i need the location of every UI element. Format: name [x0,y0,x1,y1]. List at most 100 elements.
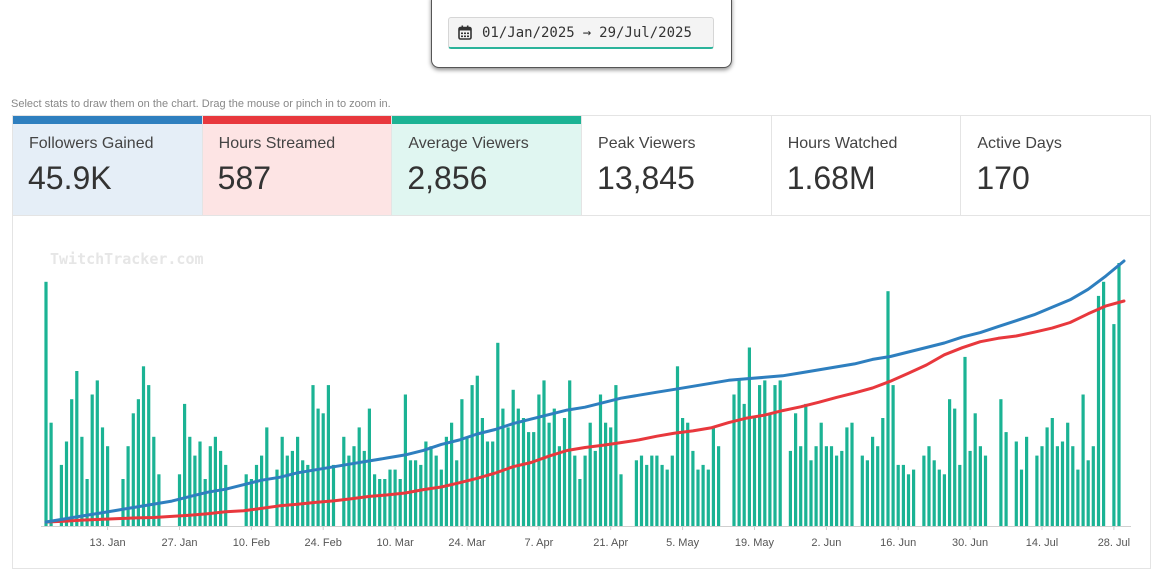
stat-peak-viewers[interactable]: Peak Viewers 13,845 [582,116,772,215]
chart-x-tick-label: 27. Jan [161,537,197,549]
chart-bar [850,422,854,526]
chart-x-tick-label: 10. Mar [376,537,414,549]
chart-bar [799,446,803,526]
chart-bar [213,436,217,526]
chart-x-tick-label: 16. Jun [880,537,916,549]
chart-bar [953,408,957,526]
chart-bar [942,474,946,526]
chart-bar [434,455,438,526]
chart-bar [809,460,813,527]
chart-bar [147,385,151,526]
chart-svg[interactable]: TwitchTracker.com 13. Jan 27. Jan 10. Feb 24… [13,216,1152,569]
stat-label: Peak Viewers [598,135,696,152]
chart-bar [814,446,818,526]
chart-bar [1019,469,1024,526]
chart-x-tick-label: 30. Jun [952,537,988,549]
chart-bar [675,366,680,526]
chart-bar [804,403,808,526]
stat-value: 170 [976,160,1030,196]
chart-bar [260,455,264,526]
chart-bar [527,432,531,526]
chart-bar [455,460,459,527]
chart-bar [1071,446,1075,526]
chart-bar [1045,427,1049,526]
chart-bar [763,380,767,526]
chart-x-tick-label: 13. Jan [90,537,126,549]
chart-bar [44,281,48,526]
chart-bar [100,427,105,526]
chart-bar [521,418,526,526]
chart-bar [578,479,582,526]
chart-watermark: TwitchTracker.com [50,250,204,268]
chart-bar [547,422,551,526]
stat-hours-watched[interactable]: Hours Watched 1.68M [771,116,962,215]
calendar-icon [458,25,472,40]
chart-bar [393,469,397,526]
chart-bar [568,380,572,526]
chart-bar [444,436,448,526]
chart-bar [352,446,356,526]
chart-bar [758,385,762,526]
chart-bar [835,455,839,526]
chart-bar [203,479,207,526]
chart-bar [439,469,443,526]
chart-x-tick-label: 2. Jun [811,537,841,549]
chart-bar [891,385,895,526]
chart-bar [131,413,135,526]
stats-chart[interactable]: TwitchTracker.com 13. Jan 27. Jan 10. Feb 24… [12,216,1151,569]
chart-bar [285,455,289,526]
chart-bar [896,464,900,526]
chart-line-followers-gained [44,259,1126,524]
chart-bar [948,399,952,526]
chart-bar [347,455,351,526]
chart-bar [752,418,757,526]
chart-bar [573,455,577,526]
chart-bar [773,385,777,526]
chart-bar [645,464,649,526]
stat-active-bar [13,116,202,124]
chart-bar [475,375,479,526]
chart-bar [958,464,962,526]
chart-bar [937,469,941,526]
stat-average-viewers[interactable]: Average Viewers 2,856 [392,116,583,215]
stats-row: Followers Gained 45.9K Hours Streamed 58… [12,115,1151,216]
chart-bar [983,455,988,526]
date-range-panel: 01/Jan/2025 → 29/Jul/2025 [431,0,732,68]
chart-bar [244,474,248,526]
date-range-button[interactable]: 01/Jan/2025 → 29/Jul/2025 [448,17,714,49]
chart-bar [1096,295,1101,526]
chart-bar [219,450,223,526]
chart-bar [450,422,454,526]
chart-bar [1102,281,1106,526]
chart-bar [860,455,864,526]
chart-bar [70,399,74,526]
stat-value: 2,856 [407,160,488,196]
chart-bar [388,469,392,526]
chart-bar [383,479,387,526]
chart-bar [660,464,664,526]
chart-bar [681,418,685,526]
chart-bar [224,464,228,526]
stat-followers-gained[interactable]: Followers Gained 45.9K [13,116,203,215]
chart-bar [717,446,721,526]
chart-bar [881,418,885,526]
chart-bar [95,380,99,526]
chart-bar [973,413,977,526]
chart-bar [367,408,371,526]
chart-bar [1004,432,1008,526]
chart-bar [501,408,505,526]
chart-bar [496,342,500,526]
chart-bar [583,455,587,526]
stat-value: 45.9K [28,160,112,196]
chart-bar [1066,422,1070,526]
stat-active-days[interactable]: Active Days 170 [961,116,1151,215]
chart-x-tick-label: 10. Feb [233,537,270,549]
date-start: 01/Jan/2025 [482,24,575,41]
chart-bar [414,460,418,527]
stat-hours-streamed[interactable]: Hours Streamed 587 [202,116,393,215]
chart-bar [922,455,926,526]
chart-bar [701,464,705,526]
chart-bar [906,474,911,526]
stat-active-bar [392,116,582,124]
chart-bar [378,479,382,526]
